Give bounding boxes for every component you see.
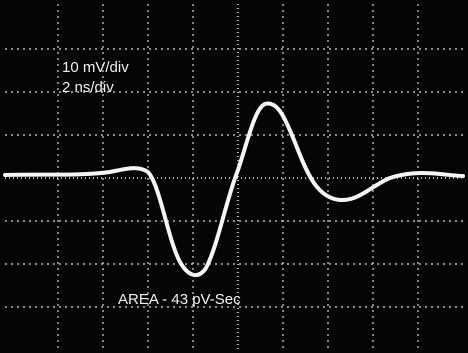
horizontal-scale-label: 2 ns/div: [62, 79, 114, 96]
vertical-scale-label: 10 mV/div: [62, 59, 129, 76]
area-label: AREA - 43 pV-Sec: [118, 291, 241, 308]
oscilloscope-screen: 10 mV/div 2 ns/div AREA - 43 pV-Sec: [0, 0, 468, 353]
page: 10 mV/div 2 ns/div AREA - 43 pV-Sec (() …: [0, 0, 468, 353]
